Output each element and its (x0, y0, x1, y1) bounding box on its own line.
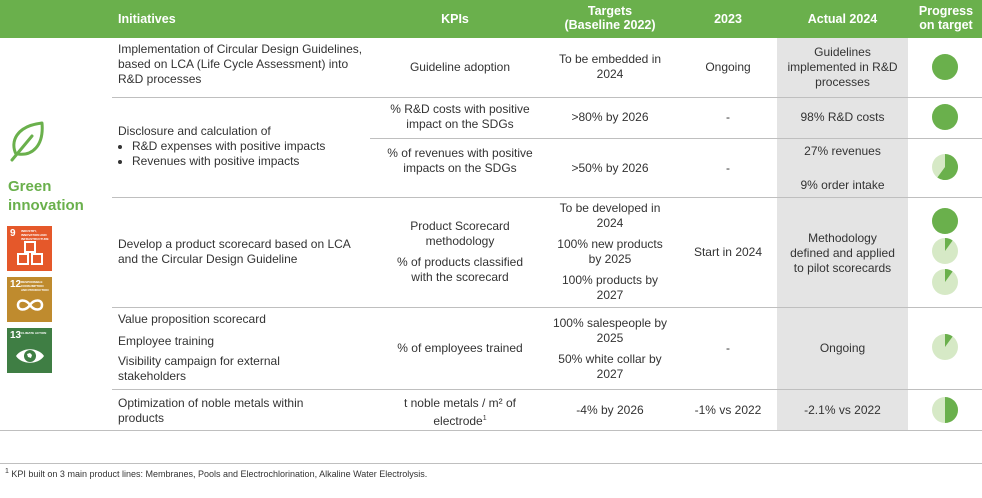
sdg-13-badge: 13 Climate action (7, 328, 52, 373)
progress-pie-fill (945, 334, 953, 347)
row4-target-white-collar: 50% white collar by 2027 (558, 352, 662, 381)
header-progress: Progress on target (918, 4, 974, 32)
row2b-2023: - (726, 161, 730, 175)
row-divider (112, 197, 982, 198)
row5-kpi: t noble metals / m² of electrode1 (403, 396, 517, 428)
row2b-kpi: % of revenues with positive impacts on t… (387, 146, 533, 175)
row4-initiative-campaign: Visibility campaign for external stakeho… (118, 354, 280, 383)
row1-progress-indicator (932, 54, 958, 80)
progress-pie (932, 104, 958, 130)
cubes-icon (17, 241, 43, 265)
progress-pie (932, 238, 958, 264)
row-divider (112, 97, 982, 98)
infinity-icon (16, 299, 44, 311)
row4-initiative-training: Employee training (118, 334, 215, 348)
progress-pie (932, 269, 958, 295)
progress-pie-fill (945, 238, 953, 251)
row2a-2023: - (726, 110, 730, 124)
sdg-9-badge: 9 Industry, innovation and infrastructur… (7, 226, 52, 271)
table-bottom-rule (0, 430, 982, 431)
row2b-actual-revenues: 27% revenues (804, 144, 881, 158)
row2-bullet: Revenues with positive impacts (132, 154, 368, 169)
row-divider (112, 389, 982, 390)
row1-kpi: Guideline adoption (409, 60, 511, 74)
row5-initiative: Optimization of noble metals within prod… (118, 396, 304, 425)
footnote: 1 KPI built on 3 main product lines: Mem… (5, 468, 428, 479)
eye-globe-icon (16, 349, 44, 363)
row3a-progress-indicator (932, 208, 958, 234)
progress-pie-fill (937, 154, 958, 180)
row4-target-salespeople: 100% salespeople by 2025 (552, 316, 668, 345)
row5-progress-indicator (932, 397, 958, 423)
header-targets: Targets (Baseline 2022) (564, 4, 656, 32)
row2b-actual-order-intake: 9% order intake (800, 178, 885, 192)
progress-pie (932, 397, 958, 423)
row5-target: -4% by 2026 (576, 403, 644, 417)
row-divider (370, 138, 982, 139)
progress-pie (932, 208, 958, 234)
row3-kpi-methodology: Product Scorecard methodology (410, 219, 510, 248)
header-kpis: KPIs (441, 12, 469, 26)
row2b-progress-indicator (932, 154, 958, 180)
row3-kpi-classified: % of products classified with the scorec… (396, 255, 524, 284)
row2-bullet: R&D expenses with positive impacts (132, 139, 368, 154)
row4-initiative-scorecard: Value proposition scorecard (118, 312, 266, 326)
header-initiatives: Initiatives (118, 12, 176, 26)
progress-pie-fill (932, 208, 958, 234)
row3-actual: Methodology defined and applied to pilot… (790, 231, 895, 275)
row4-actual: Ongoing (819, 341, 866, 355)
row4-2023: - (726, 341, 730, 355)
row5-actual: -2.1% vs 2022 (804, 403, 881, 417)
progress-pie (932, 54, 958, 80)
row3-2023: Start in 2024 (693, 245, 763, 259)
row5-2023: -1% vs 2022 (694, 403, 762, 417)
row4-kpi: % of employees trained (397, 341, 523, 355)
row3-target-products: 100% products by 2027 (561, 273, 659, 302)
row2a-target: >80% by 2026 (571, 110, 649, 124)
header-actual-2024: Actual 2024 (807, 12, 878, 26)
row3b-progress-indicator (932, 238, 958, 264)
footnote-rule (0, 463, 982, 464)
footnote-marker: 1 (482, 415, 487, 422)
leaf-icon (10, 121, 44, 162)
table-header: Initiatives KPIs Targets (Baseline 2022)… (0, 0, 982, 38)
row2a-kpi: % R&D costs with positive impact on the … (390, 102, 530, 131)
header-2023: 2023 (714, 12, 742, 26)
row1-target: To be embedded in 2024 (558, 52, 662, 81)
row3-target-new-products: 100% new products by 2025 (557, 237, 663, 266)
row3-initiative: Develop a product scorecard based on LCA… (118, 237, 351, 266)
row3-target-developed: To be developed in 2024 (559, 201, 661, 230)
row1-2023: Ongoing (705, 60, 751, 74)
sidebar-title: Green innovation (8, 178, 84, 214)
progress-pie-fill (945, 269, 953, 282)
row2a-actual: 98% R&D costs (800, 110, 885, 124)
progress-pie-fill (932, 54, 958, 80)
sdg-12-badge: 12 Responsible consumption and productio… (7, 277, 52, 322)
progress-pie-fill (945, 397, 958, 423)
actual-column-background (777, 38, 908, 430)
row3c-progress-indicator (932, 269, 958, 295)
row2-initiative: Disclosure and calculation of R&D expens… (118, 124, 368, 169)
row2b-target: >50% by 2026 (571, 161, 649, 175)
progress-pie (932, 154, 958, 180)
progress-pie-fill (932, 104, 958, 130)
row-divider (112, 307, 982, 308)
row4-progress-indicator (932, 334, 958, 360)
progress-pie (932, 334, 958, 360)
row2a-progress-indicator (932, 104, 958, 130)
row1-actual: Guidelines implemented in R&D processes (787, 45, 898, 89)
row1-initiative: Implementation of Circular Design Guidel… (118, 42, 363, 86)
